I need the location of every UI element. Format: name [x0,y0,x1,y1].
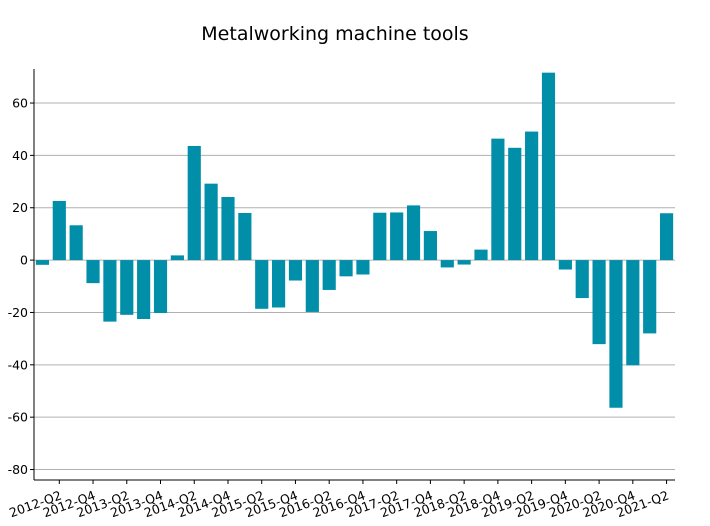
bar [558,260,572,270]
bars [35,72,674,408]
bar [153,260,168,313]
bar [609,260,623,408]
bar [103,260,117,322]
bar [423,231,437,261]
y-axis-ticks: -80 -60 -40 -20 0 20 40 60 [8,96,34,477]
y-tick-label: 40 [12,148,28,163]
bar [575,260,589,299]
bar [339,260,353,277]
bar [541,72,556,261]
bar [626,260,640,366]
bar [440,260,454,268]
bar [322,260,336,290]
bar [255,260,269,309]
bar [69,225,83,261]
bar [406,205,421,261]
bar [474,249,488,261]
y-tick-label: 60 [12,96,28,111]
bar [508,147,522,261]
bar [592,260,606,345]
bar [659,213,674,261]
bar [187,145,201,261]
y-tick-label: -20 [8,305,28,320]
bar [491,138,505,261]
bar [170,255,184,261]
bar [525,131,539,261]
bar [35,260,50,265]
bar [390,212,404,261]
bar [457,260,471,265]
bar [120,260,134,315]
y-tick-label: 20 [12,200,28,215]
bar [305,260,319,312]
y-tick-label: -40 [8,357,28,372]
bar [137,260,151,320]
bar [356,260,370,275]
bar [221,197,235,261]
bar [288,260,303,281]
bar [204,183,218,261]
y-tick-label: -80 [8,462,28,477]
bar [373,212,387,261]
bar [643,260,657,334]
chart-title: Metalworking machine tools [201,23,468,45]
bar [238,212,252,261]
y-tick-label: -60 [8,410,28,425]
bar [52,200,66,261]
bar [272,260,286,308]
x-axis-ticks: 2012-Q22012-Q42013-Q22013-Q42014-Q22014-… [7,480,671,520]
y-tick-label: 0 [20,253,28,268]
bar [86,260,100,284]
